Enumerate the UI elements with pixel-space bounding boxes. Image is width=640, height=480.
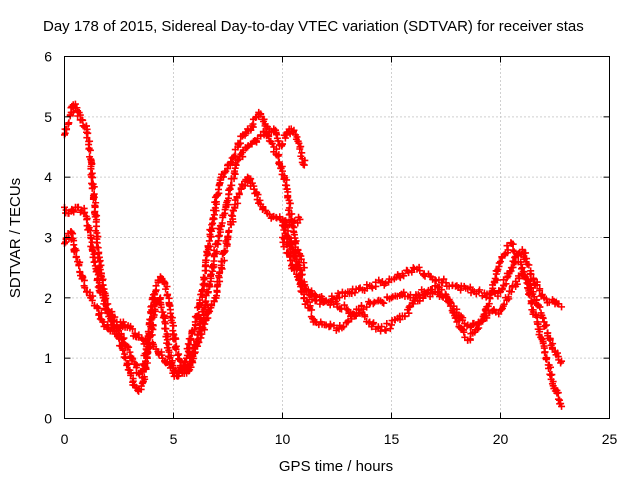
x-axis-ticks: 0 5 10 15 20 25 [61,56,618,447]
y-tick-label: 6 [44,49,52,65]
x-axis-label: GPS time / hours [279,458,393,475]
x-tick-label: 15 [384,431,400,447]
chart-title: Day 178 of 2015, Sidereal Day-to-day VTE… [43,18,584,35]
y-tick-label: 3 [44,230,52,246]
x-tick-label: 10 [275,431,291,447]
y-tick-label: 4 [44,169,52,185]
x-tick-label: 0 [61,431,69,447]
y-axis-ticks: 0 1 2 3 4 5 6 [44,49,610,427]
y-tick-label: 0 [44,411,52,427]
y-axis-label: SDTVAR / TECUs [7,178,24,298]
data-markers [61,100,566,410]
series-markers-track-f [279,221,566,410]
y-tick-label: 2 [44,290,52,306]
x-tick-label: 20 [493,431,509,447]
y-tick-label: 5 [44,109,52,125]
x-tick-label: 25 [602,431,618,447]
x-tick-label: 5 [170,431,178,447]
y-tick-label: 1 [44,350,52,366]
